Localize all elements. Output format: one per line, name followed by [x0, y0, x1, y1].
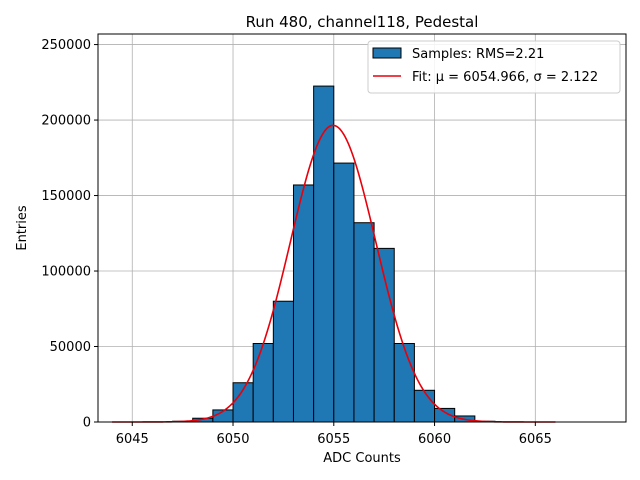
histogram-bar — [333, 162, 355, 423]
histogram-bar — [272, 300, 294, 423]
x-tick-label: 6060 — [418, 432, 451, 447]
y-tick-label: 0 — [83, 416, 91, 431]
y-tick-label: 200000 — [41, 114, 91, 129]
legend-histogram-swatch — [372, 47, 402, 59]
y-axis-ticks: 0 50000 100000 150000 200000 250000 — [41, 38, 98, 431]
histogram-bar — [292, 184, 315, 423]
chart-title: Run 480, channel118, Pedestal — [246, 13, 479, 31]
x-axis-ticks: 6045 6050 6055 6060 6065 — [116, 422, 552, 447]
legend: Samples: RMS=2.21 Fit: μ = 6054.966, σ =… — [367, 40, 621, 94]
legend-fit-label: Fit: μ = 6054.966, σ = 2.122 — [412, 70, 598, 85]
y-tick-label: 250000 — [41, 38, 91, 53]
x-axis-label: ADC Counts — [323, 451, 401, 466]
legend-frame — [367, 40, 621, 94]
x-tick-label: 6065 — [519, 432, 552, 447]
x-tick-label: 6045 — [116, 432, 149, 447]
x-tick-label: 6055 — [317, 432, 350, 447]
y-tick-label: 150000 — [41, 189, 91, 204]
y-tick-label: 50000 — [50, 340, 91, 355]
histogram-bars — [172, 85, 496, 423]
histogram-bar — [252, 342, 274, 423]
fit-curve — [112, 124, 556, 423]
legend-histogram-label: Samples: RMS=2.21 — [412, 47, 544, 62]
y-tick-label: 100000 — [41, 265, 91, 280]
histogram-bar — [413, 389, 436, 423]
histogram-bar — [393, 342, 415, 423]
histogram-bar — [313, 85, 335, 423]
plot-frame — [97, 33, 627, 423]
y-axis-label: Entries — [15, 205, 30, 251]
histogram-bar — [353, 222, 375, 423]
x-tick-label: 6050 — [216, 432, 249, 447]
